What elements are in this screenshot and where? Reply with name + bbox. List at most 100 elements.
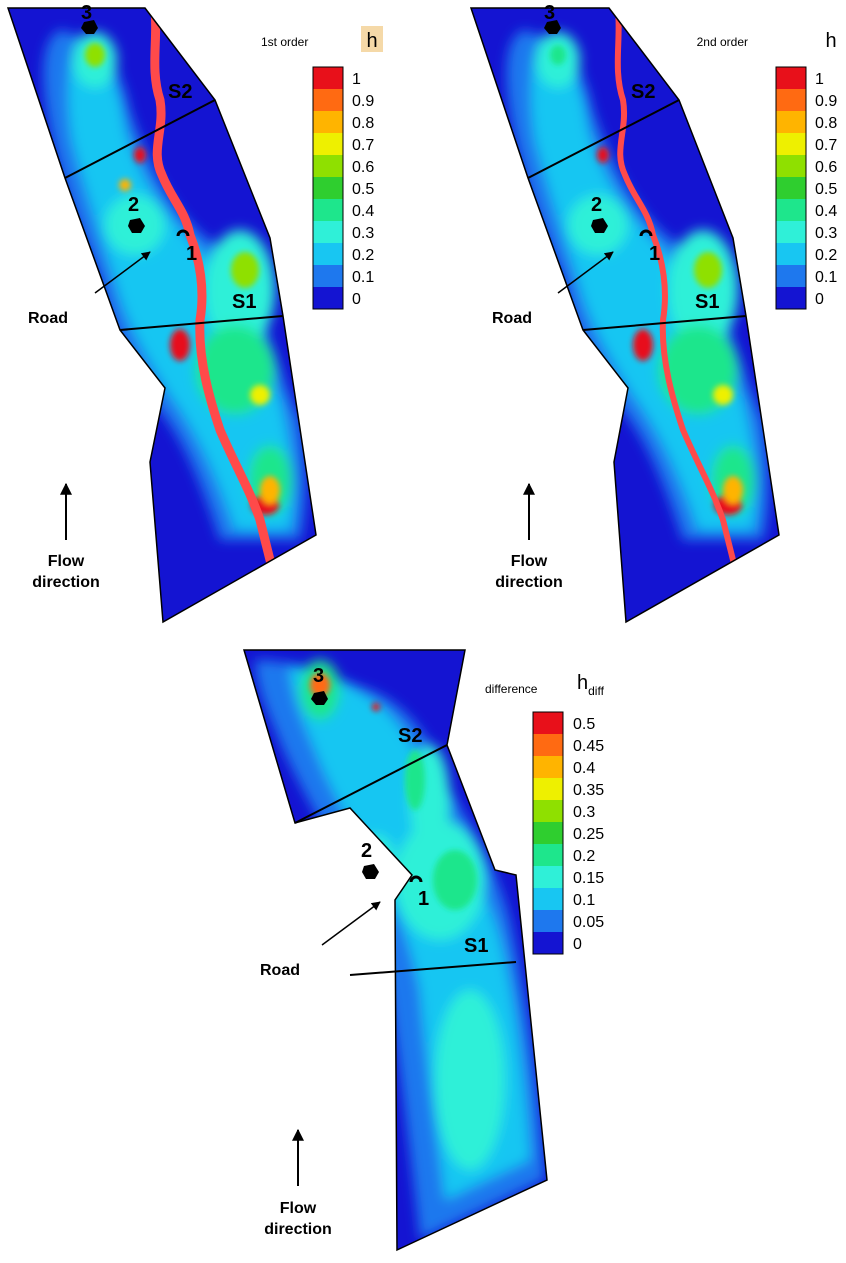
- road-arrow-diff: [321, 901, 381, 946]
- colorbar-swatch-diff: [533, 844, 563, 866]
- colorbar-frame-first: [312, 66, 344, 310]
- colorbar-swatch-diff: [533, 756, 563, 778]
- colorbar-variable-diff-main: h: [577, 672, 588, 694]
- colorbar-tick-label-first: 0: [352, 291, 361, 308]
- marker-point-1-second: [639, 229, 653, 237]
- section-line-s1-second: [582, 315, 747, 331]
- colorbar-tick-label-second: 1: [815, 71, 824, 88]
- label-s1-second: S1: [695, 291, 719, 313]
- colorbar-tick-label-second: 0.9: [815, 93, 837, 110]
- panel-difference: 3 2 1 S2 S1 Road Flow direction differen…: [242, 649, 605, 1252]
- colorbar-second: 1 0.9 0.8 0.7 0.6 0.5 0.4 0.3 0.2 0.1 0: [775, 66, 837, 310]
- colorbar-swatch-diff: [533, 888, 563, 910]
- colorbar-tick-label-diff: 0.4: [573, 760, 595, 777]
- colorbar-tick-label-diff: 0.2: [573, 848, 595, 865]
- colorbar-tick-label-first: 0.9: [352, 93, 374, 110]
- colorbar-swatch-first: [313, 221, 343, 243]
- colorbar-swatch-first: [313, 111, 343, 133]
- panel-title-first: 1st order: [261, 35, 308, 49]
- label-road-first: Road: [28, 310, 68, 327]
- label-flow-first: Flow: [48, 553, 85, 570]
- label-direction-diff: direction: [264, 1221, 332, 1238]
- colorbar-tick-label-second: 0.1: [815, 269, 837, 286]
- label-direction-second: direction: [495, 574, 563, 591]
- colorbar-swatch-first: [313, 243, 343, 265]
- panel-first-order: 3 2 1 S2 S1 Road Flow direction 1st orde…: [6, 2, 383, 624]
- label-point-3-diff: 3: [313, 665, 324, 687]
- colorbar-frame-diff: [532, 711, 564, 955]
- colorbar-swatch-second: [776, 265, 806, 287]
- colorbar-swatch-first: [313, 155, 343, 177]
- colorbar-swatch-second: [776, 221, 806, 243]
- colorbar-tick-label-first: 0.4: [352, 203, 374, 220]
- colorbar-tick-label-diff: 0.15: [573, 870, 604, 887]
- colorbar-swatch-diff: [533, 778, 563, 800]
- variable-highlight-first: [361, 26, 383, 52]
- colorbar-swatch-diff: [533, 932, 563, 954]
- colorbar-swatch-second: [776, 133, 806, 155]
- label-flow-diff: Flow: [280, 1200, 317, 1217]
- colorbar-tick-label-first: 0.5: [352, 181, 374, 198]
- label-s2-first: S2: [168, 81, 192, 103]
- colorbar-tick-label-diff: 0.45: [573, 738, 604, 755]
- marker-point-3-diff: [311, 691, 328, 705]
- label-road-diff: Road: [260, 962, 300, 979]
- colorbar-swatch-diff: [533, 734, 563, 756]
- colorbar-swatch-second: [776, 177, 806, 199]
- label-point-3-first: 3: [81, 2, 92, 24]
- colorbar-diff: 0.5 0.45 0.4 0.35 0.3 0.25 0.2 0.15 0.1 0.05 0: [532, 711, 604, 955]
- colorbar-tick-label-first: 0.7: [352, 137, 374, 154]
- colorbar-tick-label-second: 0.8: [815, 115, 837, 132]
- panel-title-second: 2nd order: [697, 35, 748, 49]
- colorbar-swatch-first: [313, 133, 343, 155]
- marker-point-1-first: [176, 229, 190, 237]
- colorbar-tick-label-second: 0.3: [815, 225, 837, 242]
- label-point-1-first: 1: [186, 243, 197, 265]
- colorbar-tick-label-first: 0.6: [352, 159, 374, 176]
- colorbar-swatch-first: [313, 67, 343, 89]
- colorbar-variable-second: h: [825, 30, 836, 52]
- colorbar-tick-label-first: 0.3: [352, 225, 374, 242]
- panel-title-diff: difference: [485, 682, 538, 696]
- label-road-second: Road: [492, 310, 532, 327]
- colorbar-tick-label-second: 0: [815, 291, 824, 308]
- colorbar-swatch-second: [776, 111, 806, 133]
- label-s2-diff: S2: [398, 725, 422, 747]
- colorbar-swatch-second: [776, 67, 806, 89]
- section-line-s2-second: [527, 99, 680, 179]
- marker-point-2-diff: [362, 864, 379, 879]
- marker-point-2-second: [591, 218, 608, 233]
- label-s1-diff: S1: [464, 935, 488, 957]
- road-arrow-second: [557, 251, 614, 294]
- colorbar-swatch-diff: [533, 712, 563, 734]
- section-line-s2-diff: [294, 744, 448, 824]
- colorbar-swatch-diff: [533, 910, 563, 932]
- colorbar-swatch-diff: [533, 822, 563, 844]
- colorbar-swatch-first: [313, 177, 343, 199]
- marker-point-1-diff: [409, 875, 423, 883]
- colorbar-swatch-second: [776, 89, 806, 111]
- colorbar-swatch-second: [776, 243, 806, 265]
- label-point-1-second: 1: [649, 243, 660, 265]
- colorbar-swatch-first: [313, 199, 343, 221]
- label-point-2-first: 2: [128, 194, 139, 216]
- colorbar-swatch-second: [776, 155, 806, 177]
- road-arrow-first: [94, 251, 151, 294]
- marker-point-3-first: [81, 20, 98, 34]
- colorbar-swatch-first: [313, 265, 343, 287]
- colorbar-tick-label-diff: 0.25: [573, 826, 604, 843]
- colorbar-tick-label-diff: 0: [573, 936, 582, 953]
- label-point-2-diff: 2: [361, 840, 372, 862]
- colorbar-swatch-first: [313, 287, 343, 309]
- label-flow-second: Flow: [511, 553, 548, 570]
- marker-point-3-second: [544, 20, 561, 34]
- section-line-s1-first: [119, 315, 284, 331]
- colorbar-swatch-diff: [533, 800, 563, 822]
- colorbar-variable-diff-sub: diff: [588, 684, 604, 698]
- colorbar-tick-label-second: 0.6: [815, 159, 837, 176]
- colorbar-tick-label-diff: 0.5: [573, 716, 595, 733]
- colorbar-swatch-first: [313, 89, 343, 111]
- marker-point-2-first: [128, 218, 145, 233]
- panel-second-order: 3 2 1 S2 S1 Road Flow direction 2nd orde…: [469, 2, 837, 624]
- colorbar-swatch-second: [776, 199, 806, 221]
